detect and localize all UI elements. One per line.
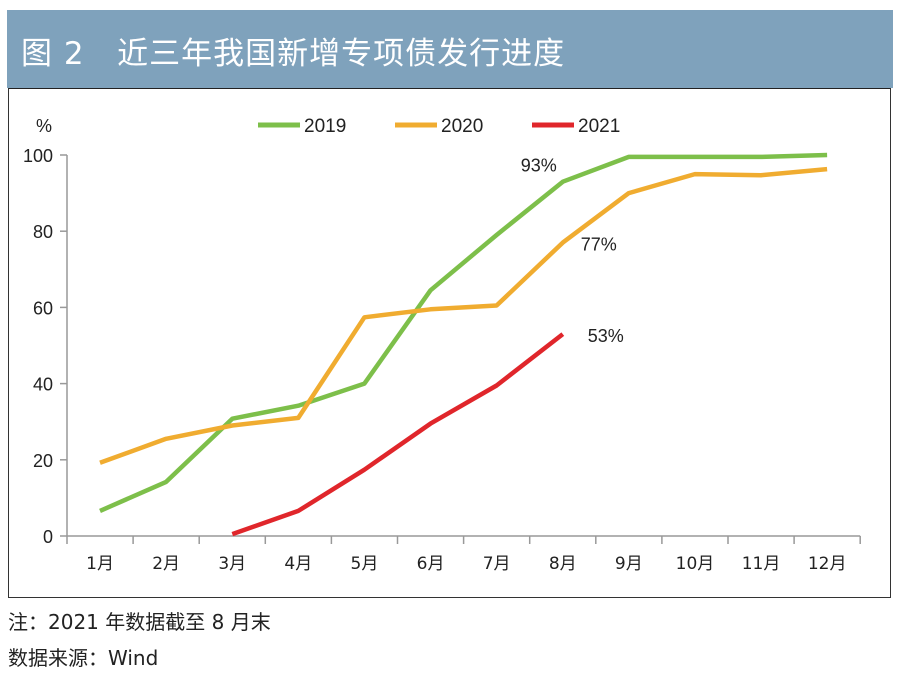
series-line-2020 bbox=[99, 166, 828, 465]
x-tick-label: 2月 bbox=[152, 554, 180, 574]
x-tick-label: 10月 bbox=[676, 554, 715, 574]
x-tick-label: 5月 bbox=[351, 554, 379, 574]
data-label-2021: 53% bbox=[588, 326, 624, 346]
y-tick-label: 0 bbox=[43, 527, 53, 547]
chart-frame bbox=[8, 88, 891, 598]
x-tick-label: 6月 bbox=[417, 554, 445, 574]
chart-note: 注：2021 年数据截至 8 月末 bbox=[8, 610, 271, 634]
figure-header: 图 2 近三年我国新增专项债发行进度 bbox=[7, 10, 893, 88]
legend-label-2021: 2021 bbox=[578, 116, 620, 137]
series-line-2021 bbox=[231, 332, 565, 537]
y-tick-label: 80 bbox=[33, 222, 53, 242]
data-source: 数据来源：Wind bbox=[8, 646, 159, 670]
y-tick-label: 60 bbox=[33, 298, 53, 318]
legend-label-2020: 2020 bbox=[441, 116, 483, 137]
y-tick-label: 20 bbox=[33, 451, 53, 471]
series-line-2019 bbox=[99, 152, 828, 513]
legend-label-2019: 2019 bbox=[304, 116, 346, 137]
x-tick-label: 4月 bbox=[284, 554, 312, 574]
figure-title: 图 2 近三年我国新增专项债发行进度 bbox=[21, 36, 566, 72]
x-tick-label: 12月 bbox=[808, 554, 847, 574]
x-tick-label: 8月 bbox=[549, 554, 577, 574]
x-tick-label: 9月 bbox=[615, 554, 643, 574]
x-tick-label: 1月 bbox=[86, 554, 114, 574]
x-tick-label: 7月 bbox=[483, 554, 511, 574]
x-tick-label: 11月 bbox=[742, 554, 781, 574]
y-tick-label: 40 bbox=[33, 375, 53, 395]
data-label-2019: 93% bbox=[521, 156, 557, 176]
data-label-2020: 77% bbox=[581, 235, 617, 255]
y-axis-unit: % bbox=[36, 116, 52, 136]
x-tick-label: 3月 bbox=[218, 554, 246, 574]
y-tick-label: 100 bbox=[23, 146, 53, 166]
